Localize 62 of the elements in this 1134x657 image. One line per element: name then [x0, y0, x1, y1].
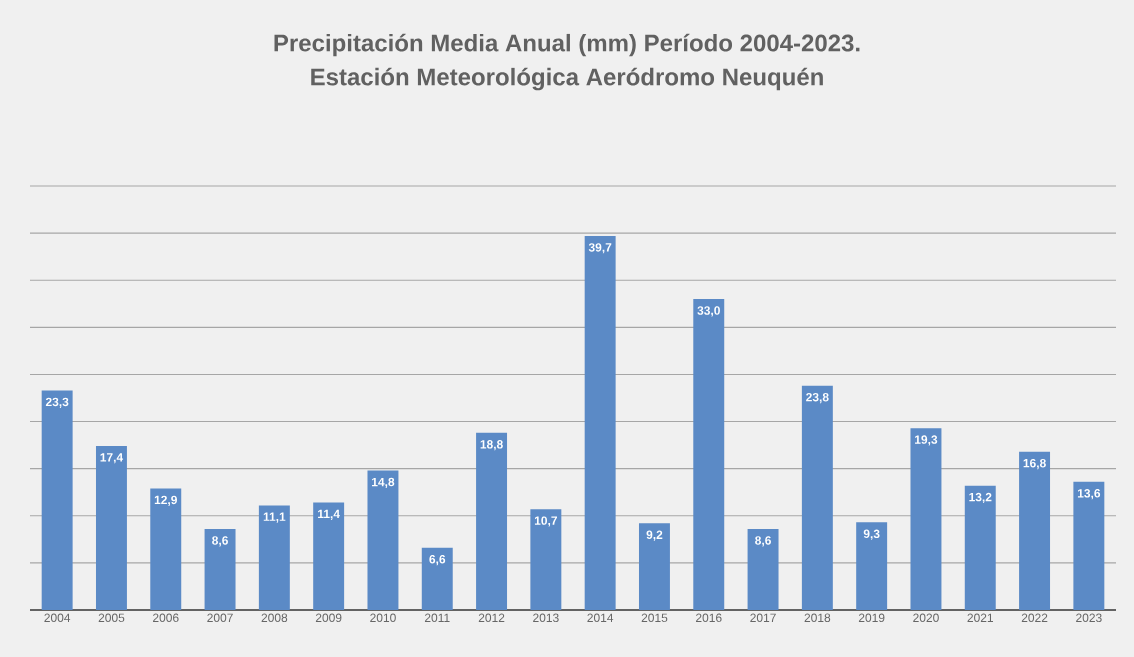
bar	[693, 299, 725, 610]
x-tick-label: 2006	[153, 613, 179, 623]
chart-title: Precipitación Media Anual (mm) Período 2004-2023.	[274, 33, 860, 57]
x-tick-label: 2011	[424, 613, 450, 623]
data-label: 16,8	[1023, 458, 1046, 470]
x-tick-label: 2014	[587, 613, 614, 623]
x-tick-label: 2013	[533, 613, 559, 623]
x-tick-label: 2015	[641, 613, 668, 623]
data-label: 10,7	[534, 516, 558, 527]
bar	[204, 528, 236, 610]
data-label: 9,3	[863, 529, 880, 540]
bar	[910, 428, 942, 610]
data-label: 19,3	[915, 435, 938, 446]
x-tick-label: 2021	[967, 613, 994, 623]
x-tick-label: 2017	[750, 613, 776, 623]
bar	[150, 488, 182, 610]
data-label: 6,6	[429, 555, 446, 566]
x-tick-label: 2018	[804, 613, 831, 623]
data-label: 14,8	[372, 477, 395, 488]
x-tick-label: 2008	[261, 613, 288, 623]
bar	[41, 390, 73, 610]
data-label: 39,7	[588, 243, 612, 254]
x-tick-label: 2005	[98, 613, 125, 623]
x-tick-label: 2004	[44, 613, 71, 623]
bar	[638, 523, 670, 610]
bar	[313, 502, 345, 610]
x-tick-label: 2012	[478, 613, 505, 623]
data-label: 18,8	[480, 440, 503, 451]
x-tick-label: 2009	[315, 613, 342, 623]
bar	[367, 470, 399, 610]
bar	[1073, 481, 1105, 610]
data-label: 8,6	[212, 536, 228, 547]
bar	[258, 505, 290, 610]
data-label: 23,8	[806, 392, 829, 404]
x-tick-label: 2016	[696, 613, 722, 623]
bar	[747, 528, 779, 610]
bar	[801, 385, 833, 610]
bar	[964, 485, 996, 610]
data-label: 33,0	[697, 306, 720, 317]
bar	[1019, 451, 1051, 610]
data-label: 9,2	[646, 530, 663, 541]
data-label: 11,1	[263, 512, 286, 523]
bar	[95, 446, 127, 610]
data-label: 23,3	[45, 397, 69, 408]
x-tick-label: 2022	[1021, 613, 1048, 623]
x-tick-label: 2010	[370, 613, 396, 623]
data-label: 13,2	[969, 492, 992, 504]
data-label: 13,6	[1077, 489, 1101, 500]
bar	[530, 509, 562, 610]
data-label: 17,4	[100, 453, 124, 464]
bar	[476, 432, 508, 610]
data-label: 8,6	[755, 536, 771, 547]
bar	[421, 547, 453, 610]
data-label: 12,9	[154, 495, 177, 506]
x-tick-label: 2007	[207, 613, 233, 623]
bar	[584, 235, 616, 610]
data-label: 11,4	[318, 509, 340, 520]
x-tick-label: 2019	[858, 613, 885, 623]
bar	[856, 522, 888, 610]
x-tick-label: 2020	[913, 613, 939, 623]
x-tick-label: 2023	[1076, 613, 1102, 623]
chart-subtitle: Estación Meteorológica Aeródromo Neuquén	[311, 67, 823, 91]
